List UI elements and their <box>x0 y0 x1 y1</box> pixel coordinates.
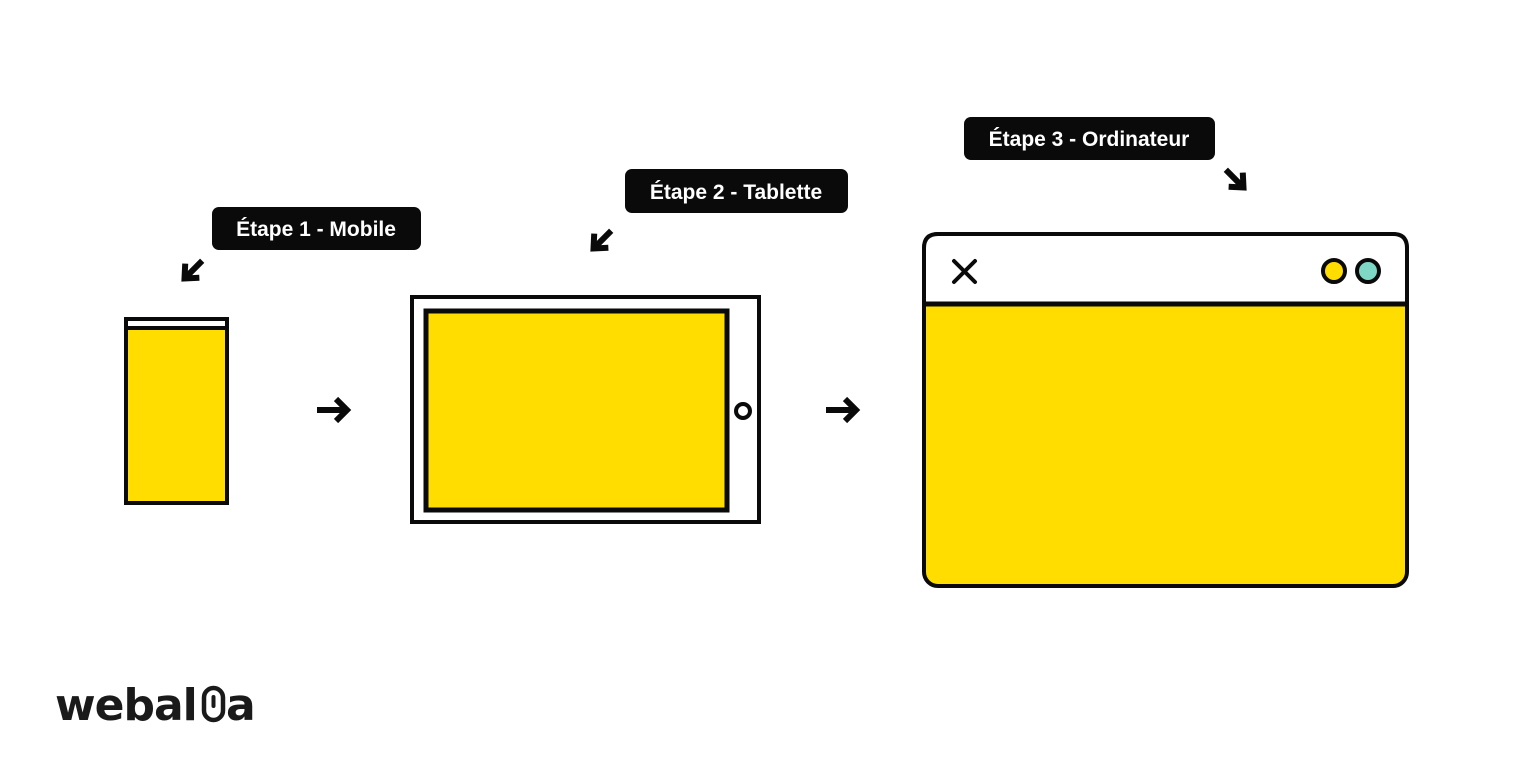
window-dot-teal <box>1355 258 1381 284</box>
step-2-label: Étape 2 - Tablette <box>625 169 848 213</box>
step-1-label: Étape 1 - Mobile <box>212 207 421 250</box>
logo-text-end: a <box>226 680 255 731</box>
tablet-device <box>410 295 761 524</box>
tablet-screen <box>423 308 730 513</box>
pointer-arrow-icon <box>590 228 614 252</box>
mobile-screen <box>124 326 229 505</box>
logo-text-start: webal <box>55 680 197 731</box>
desktop-window <box>922 232 1409 588</box>
logo-toggle-mark <box>201 685 226 723</box>
arrow-right-icon <box>826 396 861 424</box>
pointer-arrow-icon <box>181 258 205 282</box>
mobile-device <box>124 317 229 505</box>
step-2-label-text: Étape 2 - Tablette <box>650 181 822 204</box>
close-icon <box>952 259 977 284</box>
step-2-label-background <box>625 169 848 213</box>
logo: webal a <box>55 680 256 731</box>
tablet-home-button <box>734 402 752 420</box>
desktop-title-bar <box>922 232 1409 306</box>
step-3-label-text: Étape 3 - Ordinateur <box>989 128 1190 151</box>
window-dot-yellow <box>1321 258 1347 284</box>
step-3-label-background <box>964 117 1215 160</box>
arrow-right-icon <box>317 396 352 424</box>
step-3-label: Étape 3 - Ordinateur <box>964 117 1215 160</box>
step-1-label-background <box>212 207 421 250</box>
step-1-label-text: Étape 1 - Mobile <box>236 218 396 241</box>
pointer-arrow-icon <box>1223 167 1247 191</box>
